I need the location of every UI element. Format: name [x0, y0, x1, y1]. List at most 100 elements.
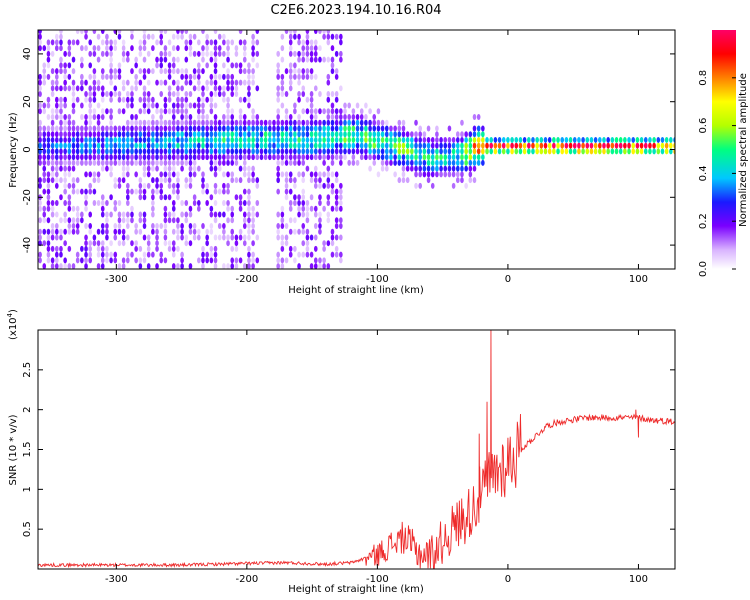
heatmap-cell [192, 148, 197, 155]
heatmap-cell [572, 136, 577, 143]
heatmap-cell [293, 62, 297, 69]
heatmap-cell [322, 136, 326, 143]
heatmap-cell [560, 142, 565, 149]
heatmap-cell [100, 68, 105, 75]
heatmap-cell [117, 68, 122, 75]
heatmap-cell [180, 96, 184, 103]
heatmap-cell [142, 148, 147, 155]
heatmap-cell [313, 45, 318, 52]
heatmap-cell [46, 50, 51, 57]
heatmap-cell [263, 148, 268, 155]
heatmap-cell [334, 91, 339, 98]
heatmap-cell [42, 165, 47, 172]
heatmap-cell [59, 113, 63, 120]
heatmap-cell [197, 85, 201, 92]
heatmap-cell [205, 113, 209, 120]
heatmap-cell [176, 125, 180, 132]
heatmap-cell [163, 154, 168, 161]
heatmap-cell [167, 217, 172, 224]
heatmap-cell [121, 171, 126, 178]
heatmap-cell [42, 211, 47, 218]
heatmap-cell [376, 119, 381, 126]
heatmap-cell [184, 200, 189, 207]
heatmap-cell [184, 68, 189, 75]
heatmap-cell [213, 125, 218, 132]
heatmap-cell [297, 39, 301, 46]
heatmap-cell [67, 154, 72, 161]
heatmap-cell [59, 165, 63, 172]
heatmap-cell [105, 251, 109, 258]
heatmap-cell [167, 171, 172, 178]
heatmap-cell [88, 50, 93, 57]
heatmap-cell [163, 165, 168, 172]
heatmap-cell [130, 125, 134, 132]
heatmap-cell [117, 73, 122, 80]
heatmap-cell [435, 171, 439, 178]
heatmap-cell [355, 113, 360, 120]
heatmap-cell [476, 148, 481, 155]
heatmap-cell [376, 148, 381, 155]
heatmap-cell [547, 148, 552, 155]
heatmap-cell [146, 182, 151, 189]
heatmap-cell [430, 182, 435, 189]
heatmap-cell [155, 263, 159, 269]
heatmap-cell [418, 125, 423, 132]
heatmap-cell [326, 194, 331, 201]
heatmap-cell [184, 234, 189, 241]
x-tick-label: 0 [505, 574, 511, 585]
heatmap-cell [313, 125, 318, 132]
heatmap-cell [209, 211, 214, 218]
heatmap-cell [255, 257, 260, 264]
heatmap-cell [201, 257, 205, 264]
heatmap-cell [126, 79, 130, 86]
heatmap-cell [318, 125, 322, 132]
heatmap-cell [213, 234, 218, 241]
heatmap-cell [163, 56, 168, 63]
heatmap-cell [142, 39, 147, 46]
heatmap-cell [305, 119, 310, 126]
heatmap-cell [184, 240, 189, 247]
heatmap-cell [234, 62, 239, 69]
heatmap-cell [96, 85, 101, 92]
heatmap-cell [151, 125, 155, 132]
heatmap-cell [664, 136, 669, 143]
heatmap-cell [217, 148, 222, 155]
heatmap-cell [230, 79, 235, 86]
heatmap-cell [343, 108, 347, 115]
heatmap-cell [572, 148, 577, 155]
heatmap-cell [142, 45, 147, 52]
heatmap-cell [217, 165, 222, 172]
heatmap-cell [171, 136, 176, 143]
heatmap-cell [180, 165, 184, 172]
heatmap-cell [313, 182, 318, 189]
heatmap-cell [226, 148, 230, 155]
heatmap-cell [117, 177, 122, 184]
heatmap-cell [238, 194, 243, 201]
heatmap-cell [552, 136, 556, 143]
heatmap-cell [293, 136, 297, 143]
heatmap-cell [54, 165, 59, 172]
heatmap-cell [80, 45, 84, 52]
heatmap-cell [568, 142, 573, 149]
heatmap-cell [226, 39, 230, 46]
heatmap-cell [205, 125, 209, 132]
heatmap-cell [126, 56, 130, 63]
heatmap-cell [42, 263, 47, 269]
heatmap-cell [197, 165, 201, 172]
heatmap-cell [280, 73, 285, 80]
heatmap-cell [126, 217, 130, 224]
heatmap-cell [230, 154, 235, 161]
heatmap-cell [322, 142, 326, 149]
heatmap-cell [151, 142, 155, 149]
heatmap-cell [63, 50, 67, 57]
heatmap-cell [84, 200, 88, 207]
snr-y-multiplier-base: (x10 [8, 317, 19, 340]
heatmap-cell [109, 91, 113, 98]
heatmap-cell [180, 136, 184, 143]
spectrogram-x-label: Height of straight line (km) [288, 285, 424, 296]
heatmap-cell [126, 211, 130, 218]
heatmap-cell [247, 148, 251, 155]
heatmap-cell [255, 113, 260, 120]
heatmap-cell [38, 79, 42, 86]
heatmap-cell [54, 148, 59, 155]
